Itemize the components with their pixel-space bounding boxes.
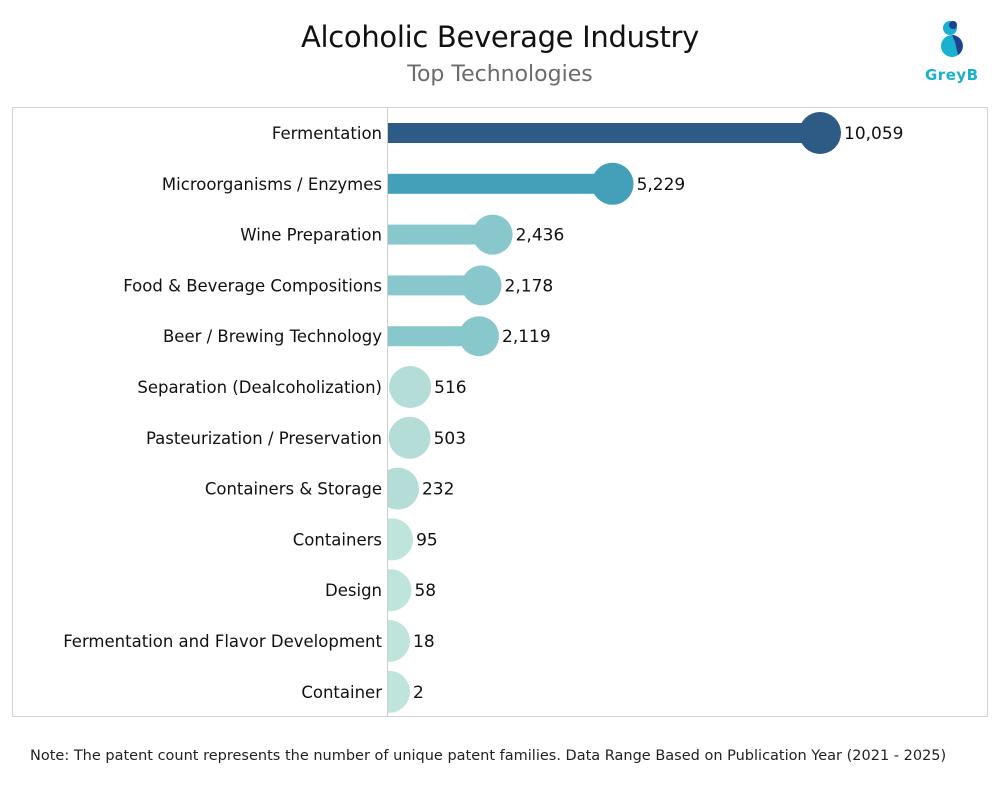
lollipop-bar[interactable]	[388, 123, 820, 143]
lollipop-head[interactable]	[368, 620, 410, 662]
category-label: Wine Preparation	[240, 226, 382, 245]
lollipop-bar[interactable]	[388, 224, 493, 245]
chart-title: Alcoholic Beverage Industry	[300, 20, 700, 54]
category-label: Container	[301, 683, 382, 702]
category-label: Food & Beverage Compositions	[123, 276, 382, 295]
lollipop-head[interactable]	[389, 366, 432, 408]
lollipop-head[interactable]	[472, 214, 513, 255]
lollipop-head[interactable]	[459, 316, 500, 357]
category-label: Fermentation	[272, 124, 382, 143]
value-label: 232	[422, 480, 454, 500]
lollipop-head[interactable]	[591, 162, 634, 205]
lollipop-bar[interactable]	[388, 275, 482, 296]
greyb-logo: GreyB	[925, 16, 978, 84]
lollipop-head[interactable]	[388, 416, 431, 459]
category-label: Fermentation and Flavor Development	[63, 632, 382, 651]
lollipop-bar[interactable]	[388, 173, 613, 194]
category-label: Containers & Storage	[205, 480, 382, 499]
value-label: 95	[416, 530, 438, 550]
value-label: 503	[434, 429, 466, 449]
value-label: 10,059	[844, 124, 903, 144]
category-label: Pasteurization / Preservation	[146, 429, 382, 448]
lollipop-head[interactable]	[368, 670, 410, 713]
chart-subtitle: Top Technologies	[407, 62, 593, 87]
category-label: Microorganisms / Enzymes	[162, 175, 382, 194]
value-label: 18	[413, 632, 435, 652]
value-label: 58	[414, 581, 436, 601]
category-label: Design	[325, 581, 382, 600]
lollipop-head[interactable]	[461, 265, 502, 306]
category-label: Containers	[293, 530, 382, 549]
category-label: Beer / Brewing Technology	[163, 327, 382, 346]
plot-frame	[12, 107, 988, 717]
category-label: Separation (Dealcoholization)	[137, 378, 382, 397]
value-label: 2	[413, 683, 424, 703]
lollipop-head[interactable]	[371, 518, 414, 561]
value-label: 2,119	[502, 327, 551, 347]
value-label: 2,436	[516, 226, 565, 246]
value-label: 2,178	[505, 276, 554, 296]
lollipop-bar[interactable]	[388, 326, 480, 347]
lollipop-head[interactable]	[369, 569, 412, 612]
footer-note: Note: The patent count represents the nu…	[30, 748, 947, 764]
lollipop-head[interactable]	[377, 467, 419, 510]
greyb-logo-icon	[941, 21, 963, 57]
lollipop-head[interactable]	[799, 112, 841, 154]
logo-text: GreyB	[925, 66, 979, 84]
value-label: 5,229	[637, 175, 686, 195]
value-label: 516	[434, 378, 466, 398]
